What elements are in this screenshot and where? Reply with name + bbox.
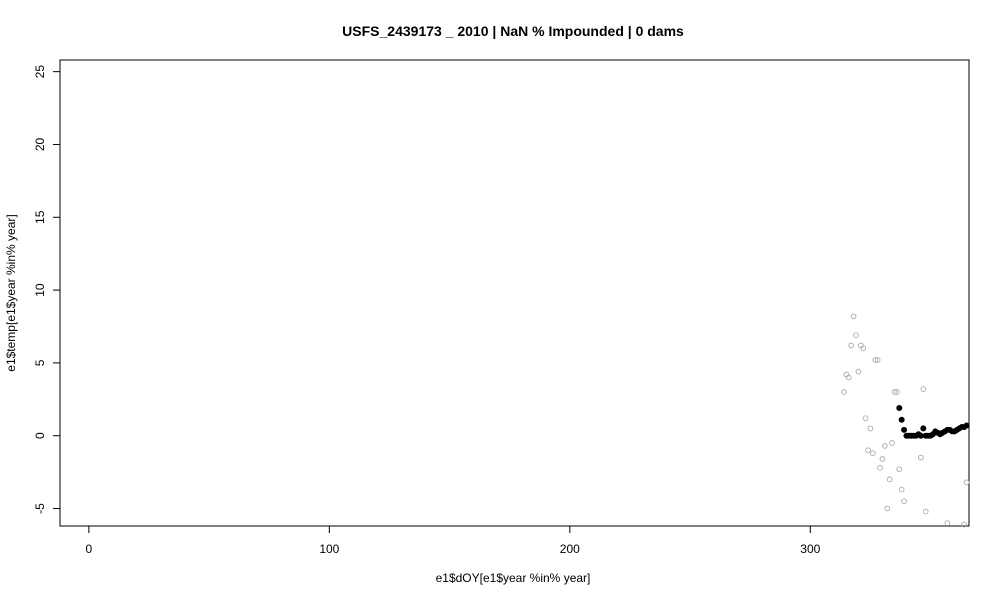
data-points — [841, 313, 970, 528]
data-point-open — [894, 389, 900, 395]
chart-title: USFS_2439173 _ 2010 | NaN % Impounded | … — [342, 23, 684, 39]
y-tick-label: 5 — [33, 359, 47, 366]
data-point-open — [879, 456, 886, 462]
data-point-open — [845, 374, 852, 381]
data-point-open — [872, 357, 879, 363]
data-point-open — [881, 443, 888, 449]
data-point-open — [922, 508, 929, 515]
y-tick-label: -5 — [33, 503, 47, 514]
data-point-filled — [898, 416, 905, 423]
y-axis: -5 0 5 10 15 20 25 — [33, 65, 61, 514]
data-point-filled — [920, 425, 927, 432]
data-point-open — [896, 466, 903, 473]
data-point-open — [886, 476, 893, 483]
data-point-open — [869, 450, 876, 457]
y-axis-label: e1$temp[e1$year %in% year] — [4, 214, 18, 371]
data-point-open — [848, 342, 855, 349]
y-tick-label: 10 — [33, 283, 47, 297]
data-point-filled — [963, 422, 970, 429]
data-point-open — [891, 389, 898, 395]
x-tick-label: 0 — [86, 542, 93, 556]
x-tick-label: 200 — [560, 542, 580, 556]
data-point-open — [961, 521, 968, 528]
x-tick-label: 300 — [800, 542, 820, 556]
data-point-open — [855, 368, 862, 375]
data-point-open — [862, 415, 869, 422]
data-point-open — [884, 505, 891, 512]
data-point-open — [898, 486, 905, 493]
y-tick-label: 20 — [33, 137, 47, 151]
data-point-open — [841, 389, 847, 395]
data-point-open — [865, 447, 871, 454]
data-point-open — [867, 425, 874, 432]
data-point-open — [920, 386, 927, 392]
data-point-open — [850, 313, 857, 320]
data-point-open — [944, 520, 951, 526]
data-point-open — [918, 454, 924, 461]
data-point-open — [877, 464, 883, 471]
data-point-filled — [896, 405, 903, 412]
y-tick-label: 0 — [33, 432, 47, 439]
data-point-filled — [901, 426, 908, 433]
x-axis: 0 100 200 300 — [86, 525, 821, 556]
data-point-open — [889, 440, 895, 446]
y-tick-label: 25 — [33, 65, 47, 79]
data-point-open — [853, 332, 859, 339]
data-point-open — [860, 345, 867, 352]
data-point-open — [963, 479, 970, 486]
plot-frame — [59, 59, 970, 527]
data-point-open — [874, 357, 881, 363]
y-tick-label: 15 — [33, 210, 47, 224]
x-tick-label: 100 — [319, 542, 339, 556]
x-axis-label: e1$dOY[e1$year %in% year] — [436, 571, 591, 585]
data-point-open — [901, 498, 907, 505]
